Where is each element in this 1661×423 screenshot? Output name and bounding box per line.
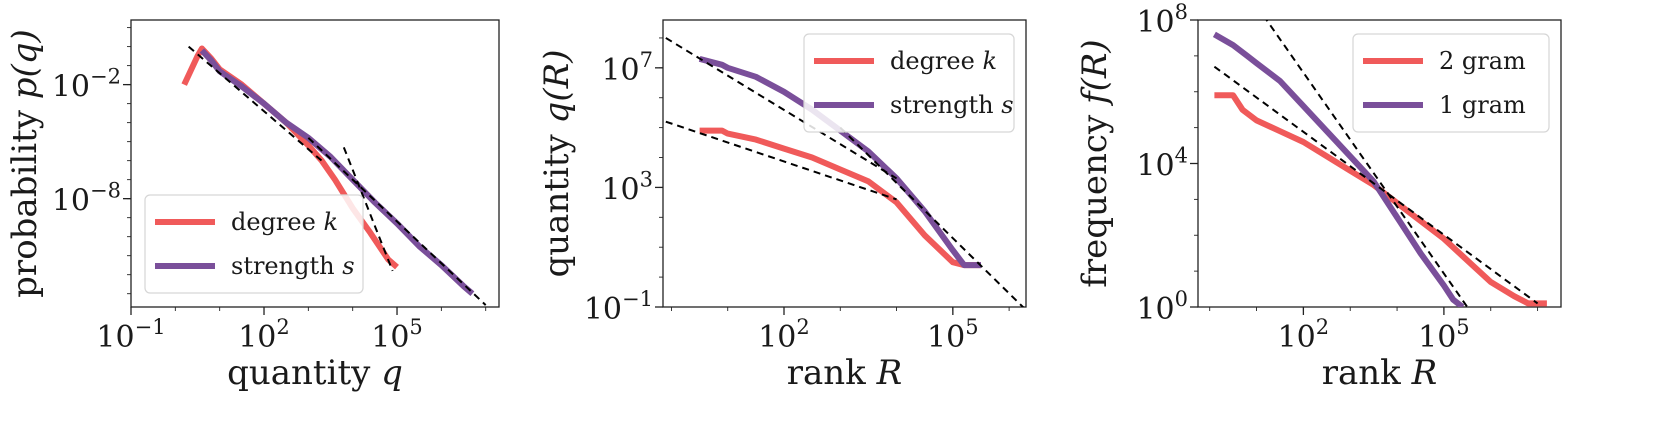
power-law-fit-line <box>342 146 394 272</box>
y-tick-label: 103 <box>601 167 653 207</box>
legend: degree k strength s <box>803 33 1015 133</box>
y-axis-label: probability p(q) <box>5 29 45 298</box>
legend-label: 1 gram <box>1439 91 1526 119</box>
legend-label: degree k <box>890 47 997 75</box>
series-line-degree-k <box>699 127 981 269</box>
x-tick-label: 105 <box>1418 315 1470 355</box>
power-law-fit-line <box>665 120 897 201</box>
x-tick-label: 105 <box>371 315 423 355</box>
x-axis-label: rank R <box>1322 353 1437 393</box>
y-tick-label: 10−8 <box>52 179 121 219</box>
y-tick-label: 107 <box>601 48 653 88</box>
power-law-fit-line <box>839 126 1025 307</box>
y-tick-label: 108 <box>1136 0 1188 40</box>
power-law-fit-line <box>665 37 898 180</box>
legend-label: strength s <box>231 252 355 280</box>
x-tick-label: 102 <box>238 315 290 355</box>
legend: 2 gram 1 gram <box>1352 33 1550 133</box>
y-tick-label: 104 <box>1136 144 1188 184</box>
y-tick-label: 10−2 <box>52 65 121 105</box>
x-tick-label: 102 <box>1278 315 1330 355</box>
series-line-strength-s <box>199 48 475 296</box>
power-law-fit-line <box>187 45 323 162</box>
legend-label: 2 gram <box>1439 47 1526 75</box>
legend-label: degree k <box>231 208 338 236</box>
y-tick-label: 100 <box>1136 287 1188 327</box>
x-tick-label: 105 <box>927 315 979 355</box>
panel-probability-distribution: 10−1 102 105 10−2 10−8 quantity q probability … <box>5 19 500 393</box>
plot-frame <box>662 19 1027 308</box>
y-axis-label: frequency f(R) <box>1075 39 1115 287</box>
panel-rank-frequency: 102 105 108 104 100 rank R frequency f(R) 2 gra… <box>1075 0 1562 393</box>
power-law-fit-line <box>1265 20 1469 307</box>
power-law-fit-line <box>1213 65 1539 305</box>
x-tick-label: 10−1 <box>96 315 165 355</box>
series-line-1-gram <box>1212 31 1465 307</box>
plot-frame <box>130 19 500 308</box>
y-axis-label: quantity q(R) <box>537 50 577 278</box>
legend: degree k strength s <box>144 194 364 294</box>
x-axis-label: quantity q <box>227 353 403 393</box>
plot-area <box>1212 20 1547 307</box>
x-axis-label: rank R <box>787 353 902 393</box>
power-law-fit-line <box>307 137 487 306</box>
panel-rank-quantity: 102 105 107 103 10−1 rank R quantity q(R) degre… <box>537 19 1027 393</box>
x-tick-label: 102 <box>758 315 810 355</box>
plot-area <box>181 45 487 306</box>
y-tick-label: 10−1 <box>584 287 653 327</box>
legend-label: strength s <box>890 91 1014 119</box>
